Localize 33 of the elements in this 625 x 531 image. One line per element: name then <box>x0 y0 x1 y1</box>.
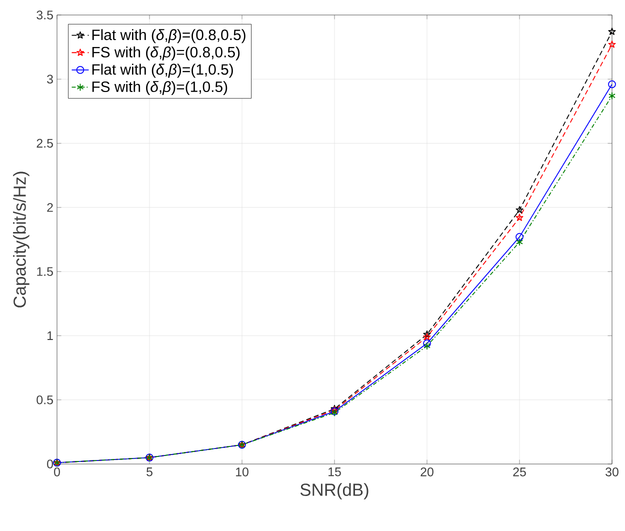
point <box>608 40 616 48</box>
x-tick-label: 30 <box>606 468 618 476</box>
point <box>608 80 616 88</box>
x-tick-label: 0 <box>54 468 60 476</box>
y-tick-label: 1.5 <box>37 267 53 276</box>
y-tick-label: 1 <box>48 331 53 340</box>
point <box>516 206 524 214</box>
point <box>423 333 431 340</box>
point <box>516 238 523 246</box>
x-tick-label: 20 <box>420 468 434 476</box>
point <box>608 28 616 35</box>
point <box>423 330 431 338</box>
x-tick-label: 5 <box>146 468 152 476</box>
point <box>516 214 524 221</box>
point <box>424 342 430 350</box>
x-tick-label: 15 <box>328 468 341 476</box>
point <box>608 92 616 100</box>
legend-label: Flat with (δ,β)=(0.8,0.5) <box>92 29 246 44</box>
legend-label: Flat with (δ,β)=(1,0.5) <box>92 64 233 78</box>
y-tick-label: 3.5 <box>36 10 53 20</box>
x-tick-label: 25 <box>513 468 526 476</box>
point <box>516 232 524 241</box>
x-tick-label: 10 <box>236 468 248 476</box>
y-tick-label: 0 <box>47 460 53 468</box>
x-axis-title: SNR(dB) <box>300 483 368 500</box>
y-tick-label: 2 <box>47 203 53 212</box>
y-tick-label: 0.5 <box>36 395 53 404</box>
legend-label: FS with (δ,β)=(1,0.5) <box>92 81 228 95</box>
y-tick-label: 3 <box>47 74 53 84</box>
legend-label: FS with (δ,β)=(0.8,0.5) <box>92 46 240 60</box>
y-axis-title: Capacity(bit/s/Hz) <box>13 172 30 308</box>
y-tick-label: 2.5 <box>36 138 53 148</box>
point <box>423 339 431 348</box>
